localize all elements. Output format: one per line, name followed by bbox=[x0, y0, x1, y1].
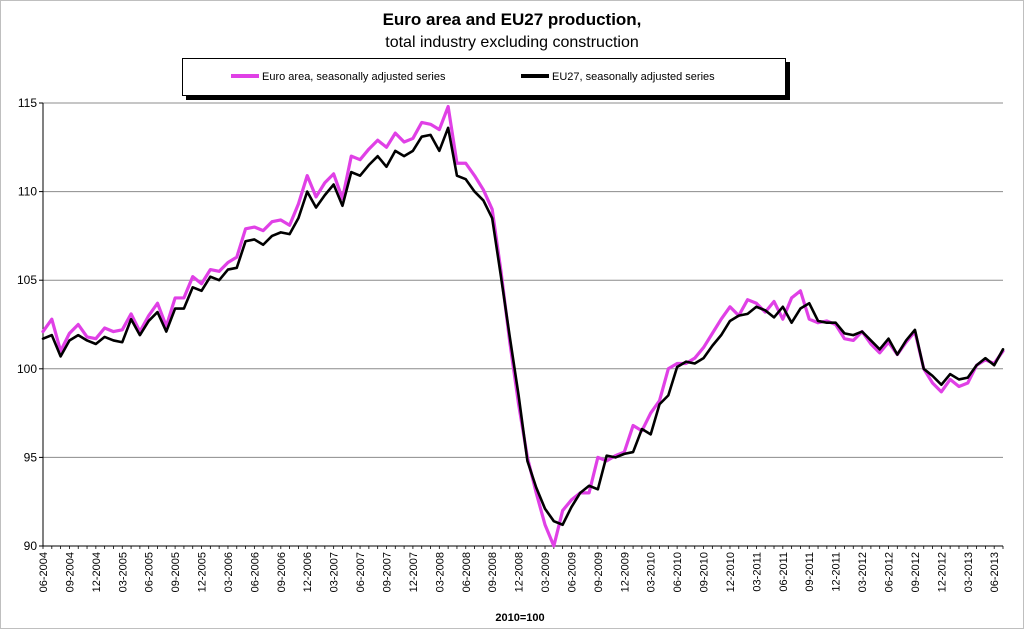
chart-title: Euro area and EU27 production, bbox=[382, 10, 642, 29]
legend-label-euro-area: Euro area, seasonally adjusted series bbox=[262, 71, 446, 83]
x-axis-label: 2010=100 bbox=[495, 612, 544, 624]
x-tick-label-09-2008: 09-2008 bbox=[487, 552, 499, 592]
x-tick-label-12-2007: 12-2007 bbox=[408, 552, 420, 592]
x-tick-label-12-2004: 12-2004 bbox=[91, 552, 103, 592]
series-line-euro-area bbox=[41, 104, 1005, 548]
x-tick-label-09-2011: 09-2011 bbox=[804, 552, 816, 592]
legend-swatch-euro-area bbox=[231, 74, 259, 79]
x-tick-label-06-2005: 06-2005 bbox=[144, 552, 156, 592]
x-tick-label-06-2004: 06-2004 bbox=[38, 552, 50, 592]
x-tick-label-03-2012: 03-2012 bbox=[857, 552, 869, 592]
x-tick-label-06-2009: 06-2009 bbox=[566, 552, 578, 592]
x-tick-label-12-2008: 12-2008 bbox=[514, 552, 526, 592]
series-lines bbox=[41, 104, 1005, 548]
x-tick-label-09-2010: 09-2010 bbox=[699, 552, 711, 592]
x-tick-label-12-2011: 12-2011 bbox=[831, 552, 843, 592]
x-tick-label-12-2012: 12-2012 bbox=[936, 552, 948, 592]
x-axis: 06-2004 09-2004 12-2004 03-2005 06-2005 09-20… bbox=[38, 545, 1004, 592]
y-tick-label-95: 95 bbox=[24, 450, 38, 464]
chart-subtitle: total industry excluding construction bbox=[385, 34, 639, 51]
x-tick-label-09-2007: 09-2007 bbox=[381, 552, 393, 592]
x-tick-label-09-2005: 09-2005 bbox=[170, 552, 182, 592]
y-tick-label-100: 100 bbox=[17, 362, 37, 376]
x-tick-label-12-2010: 12-2010 bbox=[725, 552, 737, 592]
gridlines bbox=[43, 102, 1003, 547]
x-tick-label-06-2012: 06-2012 bbox=[884, 552, 896, 592]
series-line-eu27 bbox=[41, 126, 1005, 527]
y-tick-label-115: 115 bbox=[18, 96, 37, 110]
x-tick-label-12-2006: 12-2006 bbox=[302, 552, 314, 592]
legend-item-eu27: EU27, seasonally adjusted series bbox=[521, 70, 715, 84]
y-tick-label-110: 110 bbox=[18, 185, 37, 199]
x-tick-label-12-2005: 12-2005 bbox=[197, 552, 209, 592]
x-tick-label-06-2007: 06-2007 bbox=[355, 552, 367, 592]
y-axis: 90 95 100 105 110 115 bbox=[17, 96, 44, 553]
x-tick-label-03-2011: 03-2011 bbox=[751, 552, 763, 592]
x-tick-label-03-2013: 03-2013 bbox=[963, 552, 975, 592]
x-tick-label-06-2010: 06-2010 bbox=[672, 552, 684, 592]
legend: Euro area, seasonally adjusted series EU… bbox=[182, 58, 786, 96]
x-tick-label-09-2004: 09-2004 bbox=[64, 552, 76, 592]
x-tick-label-06-2006: 06-2006 bbox=[249, 552, 261, 592]
x-tick-label-03-2006: 03-2006 bbox=[223, 552, 235, 592]
x-tick-label-06-2008: 06-2008 bbox=[461, 552, 473, 592]
x-tick-label-09-2012: 09-2012 bbox=[910, 552, 922, 592]
x-tick-label-03-2005: 03-2005 bbox=[117, 552, 129, 592]
x-tick-label-03-2008: 03-2008 bbox=[434, 552, 446, 592]
x-tick-label-09-2009: 09-2009 bbox=[593, 552, 605, 592]
x-tick-label-06-2011: 06-2011 bbox=[778, 552, 790, 592]
y-tick-label-105: 105 bbox=[17, 273, 37, 287]
legend-swatch-eu27 bbox=[521, 74, 549, 79]
x-tick-label-12-2009: 12-2009 bbox=[619, 552, 631, 592]
x-tick-label-03-2009: 03-2009 bbox=[540, 552, 552, 592]
x-tick-label-03-2007: 03-2007 bbox=[329, 552, 341, 592]
y-tick-label-90: 90 bbox=[24, 539, 38, 553]
legend-item-euro-area: Euro area, seasonally adjusted series bbox=[231, 70, 445, 84]
x-tick-label-03-2010: 03-2010 bbox=[646, 552, 658, 592]
legend-label-eu27: EU27, seasonally adjusted series bbox=[552, 71, 715, 83]
x-tick-label-09-2006: 09-2006 bbox=[276, 552, 288, 592]
x-tick-label-06-2013: 06-2013 bbox=[989, 552, 1001, 592]
